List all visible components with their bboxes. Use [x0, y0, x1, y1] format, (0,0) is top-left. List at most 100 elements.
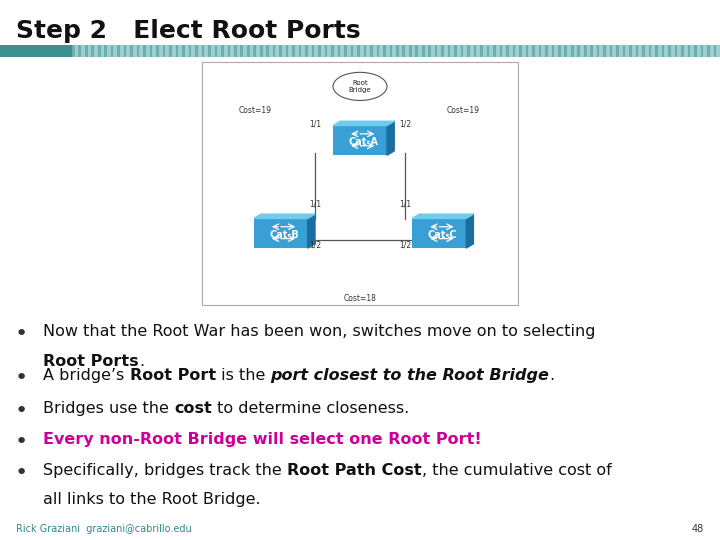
Text: Now that the Root War has been won, switches move on to selecting: Now that the Root War has been won, swit…	[43, 324, 595, 339]
Bar	[344, 45, 347, 57]
Text: Root Ports: Root Ports	[43, 354, 139, 369]
Bar	[668, 45, 671, 57]
Bar	[590, 45, 593, 57]
Bar	[493, 45, 496, 57]
Bar	[318, 45, 321, 57]
Bar	[331, 45, 334, 57]
Polygon shape	[387, 122, 395, 156]
Bar	[305, 45, 308, 57]
Bar	[694, 45, 697, 57]
Bar	[662, 45, 665, 57]
Bar	[72, 45, 720, 57]
Bar	[545, 45, 548, 57]
Text: •: •	[14, 324, 27, 344]
Bar	[234, 45, 237, 57]
Bar	[182, 45, 185, 57]
Text: Cat-C: Cat-C	[428, 230, 458, 240]
Bar	[247, 45, 250, 57]
Polygon shape	[308, 214, 315, 248]
Bar	[143, 45, 146, 57]
Bar	[603, 45, 606, 57]
Bar	[312, 45, 315, 57]
Bar	[623, 45, 626, 57]
Bar	[402, 45, 405, 57]
Bar	[370, 45, 373, 57]
Bar	[98, 45, 101, 57]
Bar	[202, 45, 204, 57]
Text: •: •	[14, 463, 27, 483]
Bar	[215, 45, 217, 57]
Bar	[189, 45, 192, 57]
Text: Bridges use the: Bridges use the	[43, 401, 174, 416]
Bar	[91, 45, 94, 57]
Bar	[558, 45, 561, 57]
Text: A bridge’s: A bridge’s	[43, 368, 130, 383]
Text: Every non-Root Bridge will select one Root Port!: Every non-Root Bridge will select one Ro…	[43, 432, 482, 447]
Bar	[292, 45, 295, 57]
Text: Step 2   Elect Root Ports: Step 2 Elect Root Ports	[16, 19, 361, 43]
Bar	[156, 45, 159, 57]
Bar	[467, 45, 470, 57]
Bar	[714, 45, 716, 57]
Bar	[642, 45, 645, 57]
Bar	[260, 45, 263, 57]
Bar	[202, 62, 518, 305]
Bar	[299, 45, 302, 57]
Bar	[564, 45, 567, 57]
Bar	[169, 45, 172, 57]
Bar	[415, 45, 418, 57]
Text: cost: cost	[174, 401, 212, 416]
Bar	[325, 45, 328, 57]
Bar	[377, 45, 379, 57]
Text: Cost=18: Cost=18	[343, 294, 377, 302]
Bar	[655, 45, 658, 57]
Bar	[532, 45, 535, 57]
Ellipse shape	[333, 72, 387, 100]
Bar	[130, 45, 133, 57]
Bar	[519, 45, 522, 57]
Text: Cost=19: Cost=19	[239, 106, 272, 115]
Bar	[487, 45, 490, 57]
Bar	[228, 45, 230, 57]
Polygon shape	[254, 214, 315, 219]
Bar	[124, 45, 127, 57]
Bar	[412, 218, 467, 248]
Text: 1/2: 1/2	[400, 120, 411, 129]
Bar	[351, 45, 354, 57]
Bar	[104, 45, 107, 57]
Bar	[117, 45, 120, 57]
Polygon shape	[467, 214, 474, 248]
Text: .: .	[549, 368, 554, 383]
Bar	[221, 45, 224, 57]
Text: is the: is the	[216, 368, 270, 383]
Text: Root Path Cost: Root Path Cost	[287, 463, 422, 478]
Text: Cat-A: Cat-A	[348, 137, 379, 147]
Bar	[701, 45, 703, 57]
Text: Specifically, bridges track the: Specifically, bridges track the	[43, 463, 287, 478]
Bar	[266, 45, 269, 57]
Text: 48: 48	[692, 523, 704, 534]
Text: •: •	[14, 368, 27, 388]
Bar	[240, 45, 243, 57]
Text: all links to the Root Bridge.: all links to the Root Bridge.	[43, 492, 261, 508]
Bar	[474, 45, 477, 57]
Bar	[435, 45, 438, 57]
Bar	[675, 45, 678, 57]
Bar	[616, 45, 619, 57]
Bar	[500, 45, 503, 57]
Text: , the cumulative cost of: , the cumulative cost of	[422, 463, 611, 478]
Bar	[286, 45, 289, 57]
Bar	[111, 45, 114, 57]
Bar	[461, 45, 464, 57]
Bar	[396, 45, 399, 57]
Text: port closest to the Root Bridge: port closest to the Root Bridge	[270, 368, 549, 383]
Bar	[195, 45, 198, 57]
Bar	[526, 45, 528, 57]
Polygon shape	[412, 214, 474, 219]
Bar	[163, 45, 166, 57]
Bar	[333, 125, 387, 156]
Bar	[584, 45, 587, 57]
Text: Cat-B: Cat-B	[269, 230, 300, 240]
Bar	[571, 45, 574, 57]
Text: Cost=19: Cost=19	[446, 106, 480, 115]
